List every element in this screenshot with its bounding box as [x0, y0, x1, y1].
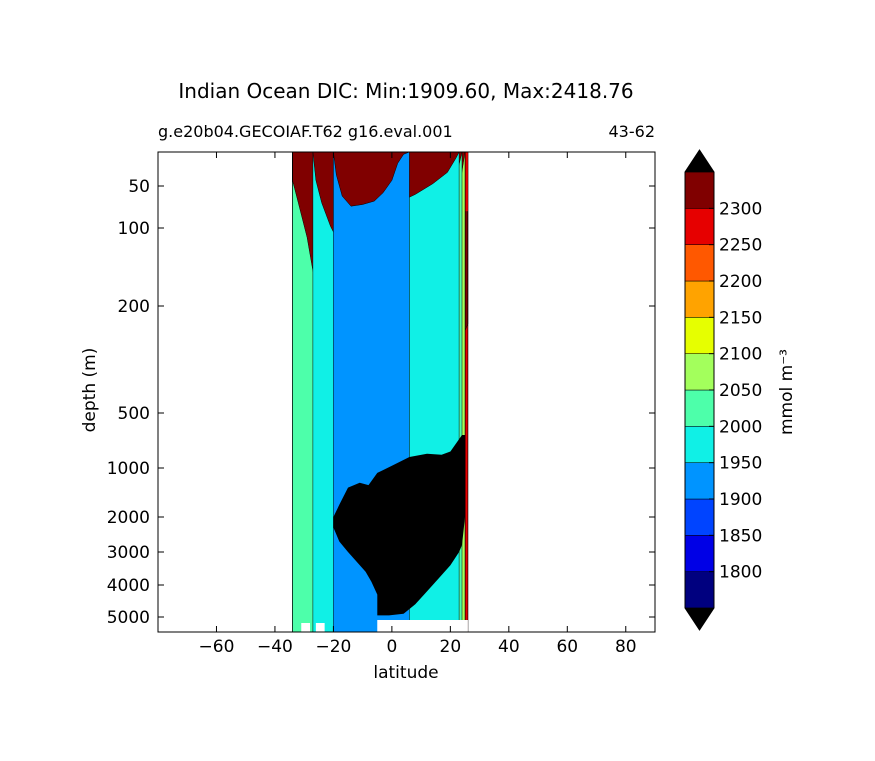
colorbar-swatch [684, 317, 715, 354]
y-tick-label: 50 [128, 177, 150, 197]
y-tick-label: 100 [118, 219, 150, 239]
y-axis-label: depth (m) [80, 348, 100, 433]
bathymetry-gap [377, 620, 468, 632]
y-tick-label: 200 [118, 297, 150, 317]
colorbar-tick-label: 2250 [719, 236, 762, 256]
contour-field [292, 152, 469, 632]
colorbar-swatch [684, 571, 715, 609]
colorbar-tick-label: 2300 [719, 199, 762, 219]
x-tick-label: −60 [199, 637, 235, 657]
x-tick-label: 20 [440, 637, 462, 657]
colorbar-tick-label: 2200 [719, 272, 762, 292]
colorbar-tick-label: 2000 [719, 417, 762, 437]
colorbar: 1800 1850 1900 1950 2000 2050 2100 2150 2200 2250… [684, 149, 762, 631]
y-tick-label: 4000 [107, 576, 150, 596]
chart-title: Indian Ocean DIC: Min:1909.60, Max:2418.… [178, 79, 633, 103]
colorbar-swatch [684, 498, 715, 536]
contour-region-2250-coastal [465, 152, 468, 212]
x-tick-label: 40 [498, 637, 520, 657]
colorbar-swatch [684, 208, 715, 245]
colorbar-tick-label: 1800 [719, 563, 762, 583]
bathymetry-gap [301, 623, 311, 632]
colorbar-tick-label: 2050 [719, 381, 762, 401]
contour-region-above-range [333, 435, 465, 616]
chart-subtitle-left: g.e20b04.GECOIAF.T62 g16.eval.001 [158, 122, 453, 141]
colorbar-tick-label: 2100 [719, 345, 762, 365]
colorbar-tick-label: 1850 [719, 526, 762, 546]
x-axis: −60 −40 −20 0 20 40 60 80 [199, 152, 637, 657]
y-tick-label: 1000 [107, 459, 150, 479]
colorbar-swatch [684, 280, 715, 318]
x-tick-label: −40 [257, 637, 293, 657]
y-tick-label: 500 [118, 404, 150, 424]
contour-fills [292, 152, 469, 632]
colorbar-swatch [684, 389, 715, 427]
plot-frame [157, 151, 656, 633]
colorbar-swatch [684, 171, 715, 209]
colorbar-swatch [684, 426, 715, 463]
x-axis-label: latitude [373, 663, 438, 683]
colorbar-tick-label: 1900 [719, 490, 762, 510]
bathymetry-gap [315, 623, 325, 632]
x-tick-label: −20 [315, 637, 351, 657]
y-tick-label: 3000 [107, 543, 150, 563]
y-tick-label: 5000 [107, 608, 150, 628]
colorbar-tick-label: 2150 [719, 308, 762, 328]
x-tick-label: 0 [386, 637, 397, 657]
colorbar-swatch [684, 462, 715, 500]
colorbar-extend-max [684, 149, 715, 173]
colorbar-swatch [684, 353, 715, 391]
y-axis: 50 100 200 500 1000 2000 3000 4000 5000 [107, 177, 655, 628]
y-tick-label: 2000 [107, 508, 150, 528]
x-tick-label: 80 [615, 637, 637, 657]
colorbar-label: mmol m⁻³ [777, 349, 797, 435]
chart-subtitle-right: 43-62 [609, 122, 656, 141]
x-tick-label: 60 [556, 637, 578, 657]
colorbar-tick-label: 1950 [719, 454, 762, 474]
colorbar-swatch [684, 244, 715, 282]
colorbar-outline [684, 149, 715, 631]
colorbar-extend-min [684, 607, 715, 631]
colorbar-swatch [684, 535, 715, 572]
